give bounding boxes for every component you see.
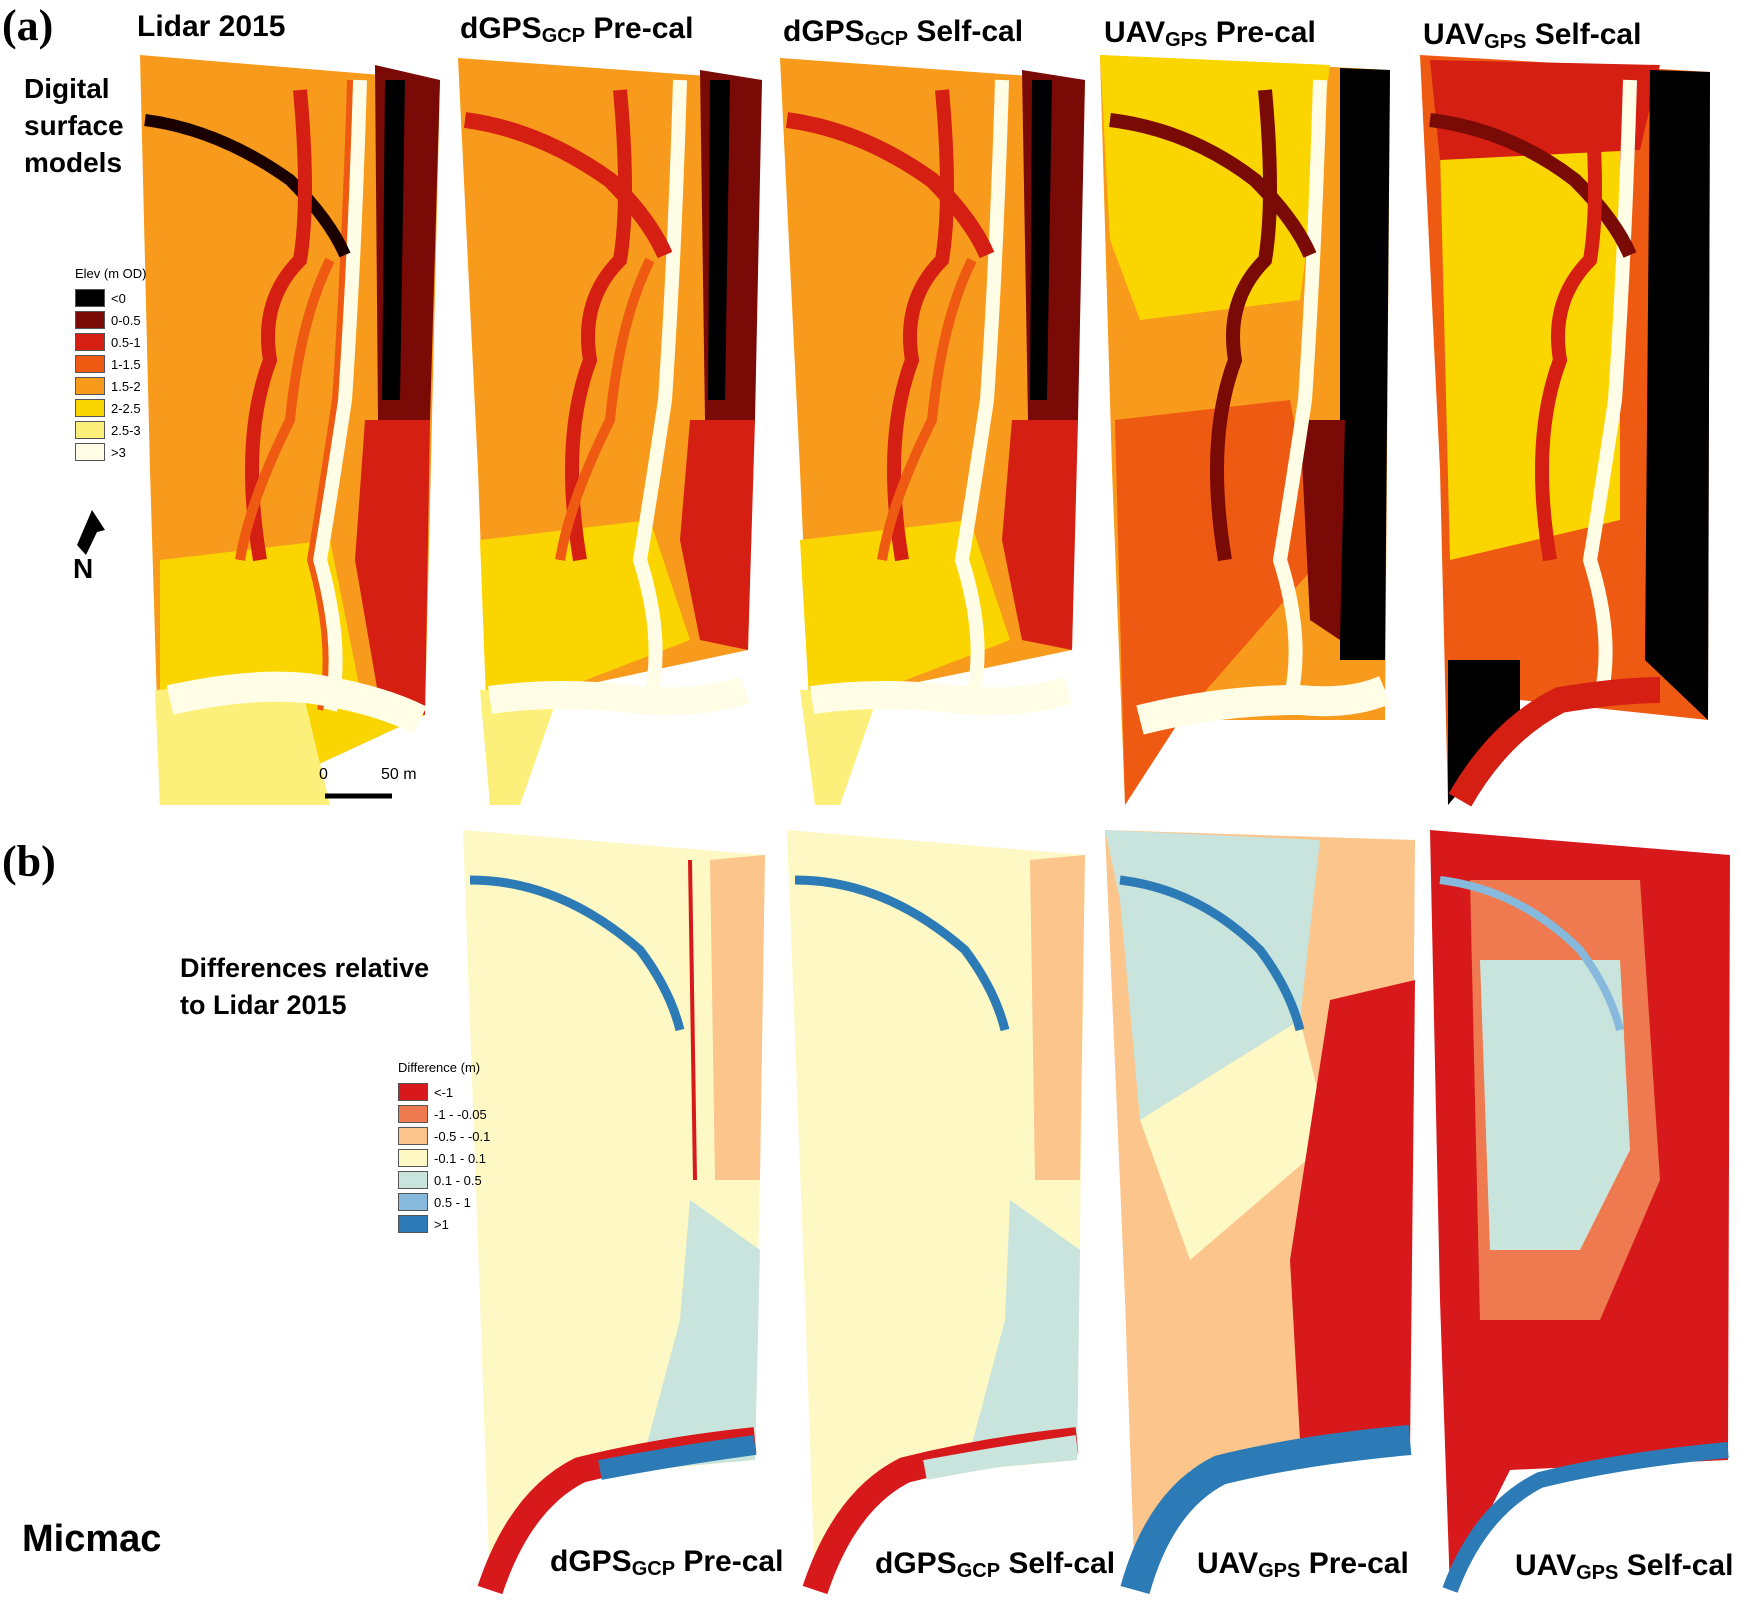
elevation-legend-item: 2.5-3: [75, 419, 147, 441]
elevation-legend-label: 0-0.5: [111, 312, 141, 328]
difference-legend-swatch: [398, 1083, 428, 1101]
difference-legend-swatch: [398, 1193, 428, 1211]
title-b-2: dGPSGCP Self-cal: [875, 1547, 1116, 1582]
difference-legend-swatch: [398, 1171, 428, 1189]
north-label: N: [73, 553, 94, 584]
difference-legend: Difference (m) <-1 -1 - -0.05 -0.5 - -0.1 -…: [398, 1060, 490, 1235]
difference-legend-label: -0.5 - -0.1: [434, 1128, 491, 1144]
difference-legend-label: 0.1 - 0.5: [434, 1172, 482, 1188]
difference-legend-item: -0.5 - -0.1: [398, 1125, 490, 1147]
elevation-legend-label: 1-1.5: [111, 356, 141, 372]
difference-legend-item: 0.1 - 0.5: [398, 1169, 490, 1191]
elevation-legend-label: 1.5-2: [111, 378, 141, 394]
title-a-2: dGPSGCP Pre-cal: [460, 12, 694, 47]
dsm-strip-lidar-2015: [140, 55, 440, 805]
elevation-legend-label: >3: [111, 444, 126, 460]
difference-legend-label: -1 - -0.05: [434, 1106, 487, 1122]
elevation-legend-label: 0.5-1: [111, 334, 141, 350]
difference-legend-swatch: [398, 1105, 428, 1123]
dsm-strip-dgps-pre-cal: [458, 58, 762, 805]
diff-strip-uav-self-cal: [1430, 830, 1730, 1593]
elevation-legend-swatch: [75, 355, 105, 373]
dsm-strip-uav-pre-cal: [1100, 55, 1391, 805]
difference-legend-swatch: [398, 1149, 428, 1167]
diff-side-label: Differences relative to Lidar 2015: [180, 953, 430, 1020]
elevation-legend-swatch: [75, 311, 105, 329]
dsm-strip-dgps-self-cal: [780, 58, 1085, 805]
difference-legend-label: >1: [434, 1216, 449, 1232]
elevation-legend-item: 1-1.5: [75, 353, 147, 375]
elevation-legend-item: <0: [75, 287, 147, 309]
elevation-legend-title: Elev (m OD): [75, 266, 147, 281]
elevation-legend-label: 2-2.5: [111, 400, 141, 416]
panel-b-label: (b): [2, 837, 56, 886]
scale-distance-label: 50 m: [381, 766, 417, 783]
diff-strip-dgps-pre-cal: [463, 830, 765, 1595]
elevation-legend-swatch: [75, 421, 105, 439]
difference-legend-swatch: [398, 1127, 428, 1145]
difference-legend-item: -0.1 - 0.1: [398, 1147, 490, 1169]
elevation-legend-item: 1.5-2: [75, 375, 147, 397]
difference-legend-item: 0.5 - 1: [398, 1191, 490, 1213]
difference-legend-item: >1: [398, 1213, 490, 1235]
elevation-legend-swatch: [75, 377, 105, 395]
difference-legend-label: 0.5 - 1: [434, 1194, 471, 1210]
elevation-legend-item: 0.5-1: [75, 331, 147, 353]
title-a-5: UAVGPS Self-cal: [1423, 18, 1642, 53]
elevation-legend-item: 0-0.5: [75, 309, 147, 331]
diff-strip-uav-pre-cal: [1105, 830, 1415, 1595]
elevation-legend-label: 2.5-3: [111, 422, 141, 438]
difference-legend-item: -1 - -0.05: [398, 1103, 490, 1125]
title-a-3: dGPSGCP Self-cal: [783, 15, 1024, 50]
elevation-legend-swatch: [75, 333, 105, 351]
elevation-legend-swatch: [75, 443, 105, 461]
difference-legend-item: <-1: [398, 1081, 490, 1103]
title-a-4: UAVGPS Pre-cal: [1104, 16, 1316, 51]
elevation-legend: Elev (m OD) <0 0-0.5 0.5-1 1-1.5 1.5-2 2-2.5 2…: [75, 266, 147, 463]
title-b-4: UAVGPS Self-cal: [1515, 1549, 1734, 1584]
title-b-1: dGPSGCP Pre-cal: [550, 1545, 784, 1580]
elevation-legend-swatch: [75, 399, 105, 417]
difference-legend-label: -0.1 - 0.1: [434, 1150, 487, 1166]
title-a-1: Lidar 2015: [137, 10, 286, 43]
diff-strip-dgps-self-cal: [787, 830, 1085, 1595]
elevation-legend-label: <0: [111, 290, 126, 306]
panel-a-label: (a): [2, 1, 54, 50]
difference-legend-swatch: [398, 1215, 428, 1233]
north-arrow-icon: [77, 510, 105, 555]
title-b-3: UAVGPS Pre-cal: [1197, 1547, 1409, 1582]
elevation-legend-item: 2-2.5: [75, 397, 147, 419]
method-label: Micmac: [22, 1518, 162, 1560]
elevation-legend-item: >3: [75, 441, 147, 463]
dsm-strip-uav-self-cal: [1420, 55, 1710, 807]
dsm-side-label: Digital surface models: [24, 73, 124, 178]
difference-legend-label: <-1: [434, 1084, 454, 1100]
elevation-legend-swatch: [75, 289, 105, 307]
difference-legend-title: Difference (m): [398, 1060, 481, 1075]
scale-zero-label: 0: [319, 766, 328, 783]
